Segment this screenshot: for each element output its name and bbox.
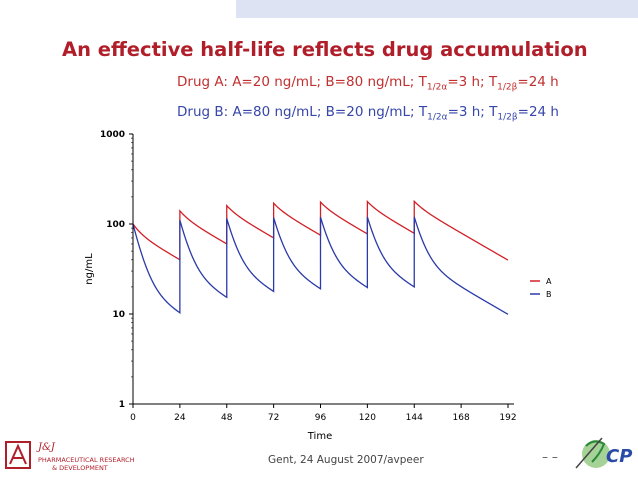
y-tick-label: 10 <box>112 310 125 320</box>
y-tick-label: 1 <box>119 400 125 410</box>
y-tick-label: 1000 <box>100 130 125 140</box>
x-tick-label: 168 <box>453 413 470 423</box>
series-line-b <box>132 216 509 315</box>
logo-mark-icon <box>9 443 27 465</box>
logo-text-1: PHARMACEUTICAL RESEARCH <box>38 456 135 464</box>
x-tick-label: 72 <box>268 413 279 423</box>
logo-text-2: & DEVELOPMENT <box>52 464 108 472</box>
drug-a-description: Drug A: A=20 ng/mL; B=80 ng/mL; T1/2α=3 … <box>177 74 559 93</box>
x-tick-label: 192 <box>499 413 516 423</box>
drug-b-description: Drug B: A=80 ng/mL; B=20 ng/mL; T1/2α=3 … <box>177 104 559 123</box>
footer-text: Gent, 24 August 2007/avpeer <box>268 454 424 466</box>
logo-slash-icon <box>575 437 603 469</box>
legend-label-a: A <box>546 277 552 286</box>
cp-logo-text: CP <box>606 446 632 467</box>
cp-logo: CP <box>575 437 632 469</box>
x-tick-label: 144 <box>406 413 423 423</box>
x-tick-label: 48 <box>221 413 233 423</box>
y-tick-label: 100 <box>106 220 125 230</box>
footer-page-marker: – – <box>542 450 558 464</box>
x-axis-label: Time <box>307 431 332 442</box>
x-tick-label: 120 <box>359 413 376 423</box>
pharma-logo: J&J PHARMACEUTICAL RESEARCH & DEVELOPMEN… <box>5 441 135 472</box>
x-tick-label: 96 <box>315 413 327 423</box>
x-tick-label: 0 <box>130 413 136 423</box>
x-tick-label: 24 <box>174 413 186 423</box>
logo-script-icon: J&J <box>36 442 56 453</box>
logo-frame-icon <box>5 441 31 469</box>
y-axis-label: ng/mL <box>84 253 95 285</box>
slide-title: An effective half-life reflects drug acc… <box>62 38 588 61</box>
globe-swirl-icon <box>585 440 606 463</box>
legend-label-b: B <box>546 290 552 299</box>
header-decoration <box>236 0 638 18</box>
